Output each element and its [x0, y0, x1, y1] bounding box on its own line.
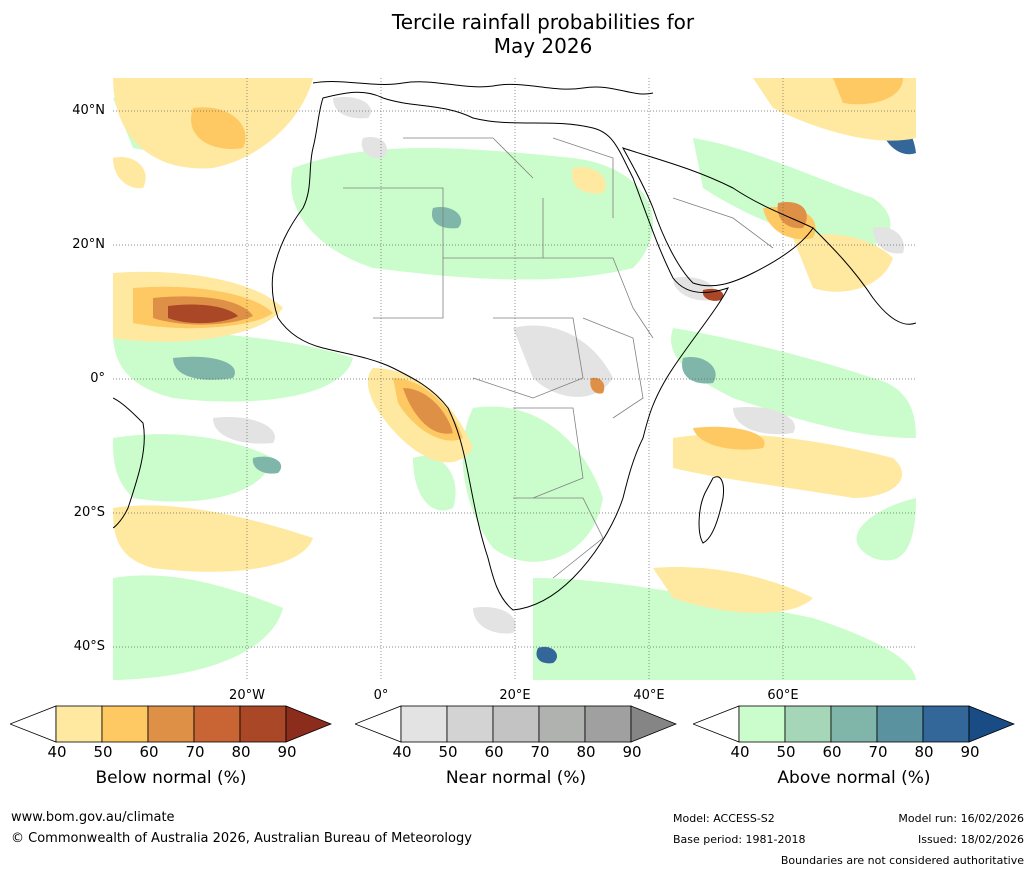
lat-label-0: 0° [90, 371, 105, 386]
footer-website: www.bom.gov.au/climate [11, 810, 175, 825]
tick-below-60: 60 [139, 743, 159, 761]
swatch-near-6 [630, 705, 677, 743]
graticule [113, 78, 916, 680]
tick-below-90: 90 [277, 743, 297, 761]
footer-base-period: Base period: 1981-2018 [673, 833, 806, 846]
swatch-below-0 [10, 705, 57, 743]
footer-model-run: Model run: 16/02/2026 [898, 812, 1024, 825]
tick-above-50: 50 [776, 743, 796, 761]
swatch-above-3 [830, 705, 878, 743]
lon-label-20e: 20°E [499, 688, 531, 703]
tick-below-80: 80 [231, 743, 251, 761]
tick-near-60: 60 [484, 743, 504, 761]
swatch-above-4 [876, 705, 924, 743]
title-line-1: Tercile rainfall probabilities for [391, 10, 695, 34]
tick-below-40: 40 [47, 743, 67, 761]
lat-label-40n: 40°N [72, 103, 105, 118]
swatch-below-3 [147, 705, 195, 743]
swatch-near-5 [584, 705, 632, 743]
colorbar-below-title: Below normal (%) [95, 768, 247, 788]
colorbar-near-normal [355, 705, 677, 743]
swatch-above-2 [784, 705, 832, 743]
colorbar-above-normal-swatches [693, 705, 1015, 743]
tick-above-40: 40 [730, 743, 750, 761]
colorbar-above-title: Above normal (%) [777, 768, 931, 788]
chart-title: Tercile rainfall probabilities for May 2… [0, 10, 1035, 58]
tick-above-80: 80 [914, 743, 934, 761]
swatch-near-1 [400, 705, 448, 743]
swatch-near-2 [446, 705, 494, 743]
tick-above-60: 60 [822, 743, 842, 761]
tick-near-40: 40 [392, 743, 412, 761]
footer-model: Model: ACCESS-S2 [673, 812, 775, 825]
colorbar-near-normal-swatches [355, 705, 677, 743]
swatch-below-6 [285, 705, 332, 743]
swatch-below-5 [239, 705, 287, 743]
footer-disclaimer: Boundaries are not considered authoritat… [780, 854, 1024, 867]
lon-label-40e: 40°E [633, 688, 665, 703]
lat-label-20n: 20°N [72, 237, 105, 252]
swatch-below-2 [101, 705, 149, 743]
below-normal-extreme [168, 288, 724, 324]
lat-label-40s: 40°S [73, 639, 105, 654]
above-normal-strong [173, 207, 716, 474]
lon-label-60e: 60°E [767, 688, 799, 703]
colorbar-above-normal [693, 705, 1015, 743]
colorbar-near-title: Near normal (%) [445, 768, 587, 788]
tick-near-80: 80 [576, 743, 596, 761]
swatch-near-0 [355, 705, 402, 743]
swatch-above-0 [693, 705, 740, 743]
swatch-near-3 [492, 705, 540, 743]
india-coastline [812, 227, 916, 325]
title-line-2: May 2026 [493, 34, 593, 58]
colorbar-below-normal [10, 705, 332, 743]
lon-label-0: 0° [373, 688, 389, 703]
coastlines [113, 81, 916, 611]
above-normal-regions [113, 95, 916, 680]
arabia-coastline [621, 147, 814, 287]
madagascar-coastline [698, 476, 724, 544]
lon-label-20w: 20°W [229, 688, 265, 703]
tick-near-90: 90 [622, 743, 642, 761]
swatch-near-4 [538, 705, 586, 743]
footer-issued: Issued: 18/02/2026 [917, 833, 1024, 846]
south-america-coastline [113, 397, 145, 529]
rainfall-probability-map [113, 78, 916, 680]
tick-near-50: 50 [438, 743, 458, 761]
near-normal-regions [213, 97, 904, 634]
lat-label-20s: 20°S [73, 505, 105, 520]
africa-coastline [271, 91, 729, 611]
footer-copyright: © Commonwealth of Australia 2026, Austra… [11, 831, 472, 846]
swatch-above-1 [738, 705, 786, 743]
swatch-above-5 [922, 705, 970, 743]
tick-above-70: 70 [868, 743, 888, 761]
country-borders [343, 137, 774, 579]
tick-below-70: 70 [185, 743, 205, 761]
swatch-above-6 [968, 705, 1015, 743]
europe-coastline [312, 81, 654, 95]
tick-above-90: 90 [960, 743, 980, 761]
colorbar-below-normal-swatches [10, 705, 332, 743]
tick-below-50: 50 [93, 743, 113, 761]
swatch-below-4 [193, 705, 241, 743]
tick-near-70: 70 [530, 743, 550, 761]
swatch-below-1 [55, 705, 103, 743]
